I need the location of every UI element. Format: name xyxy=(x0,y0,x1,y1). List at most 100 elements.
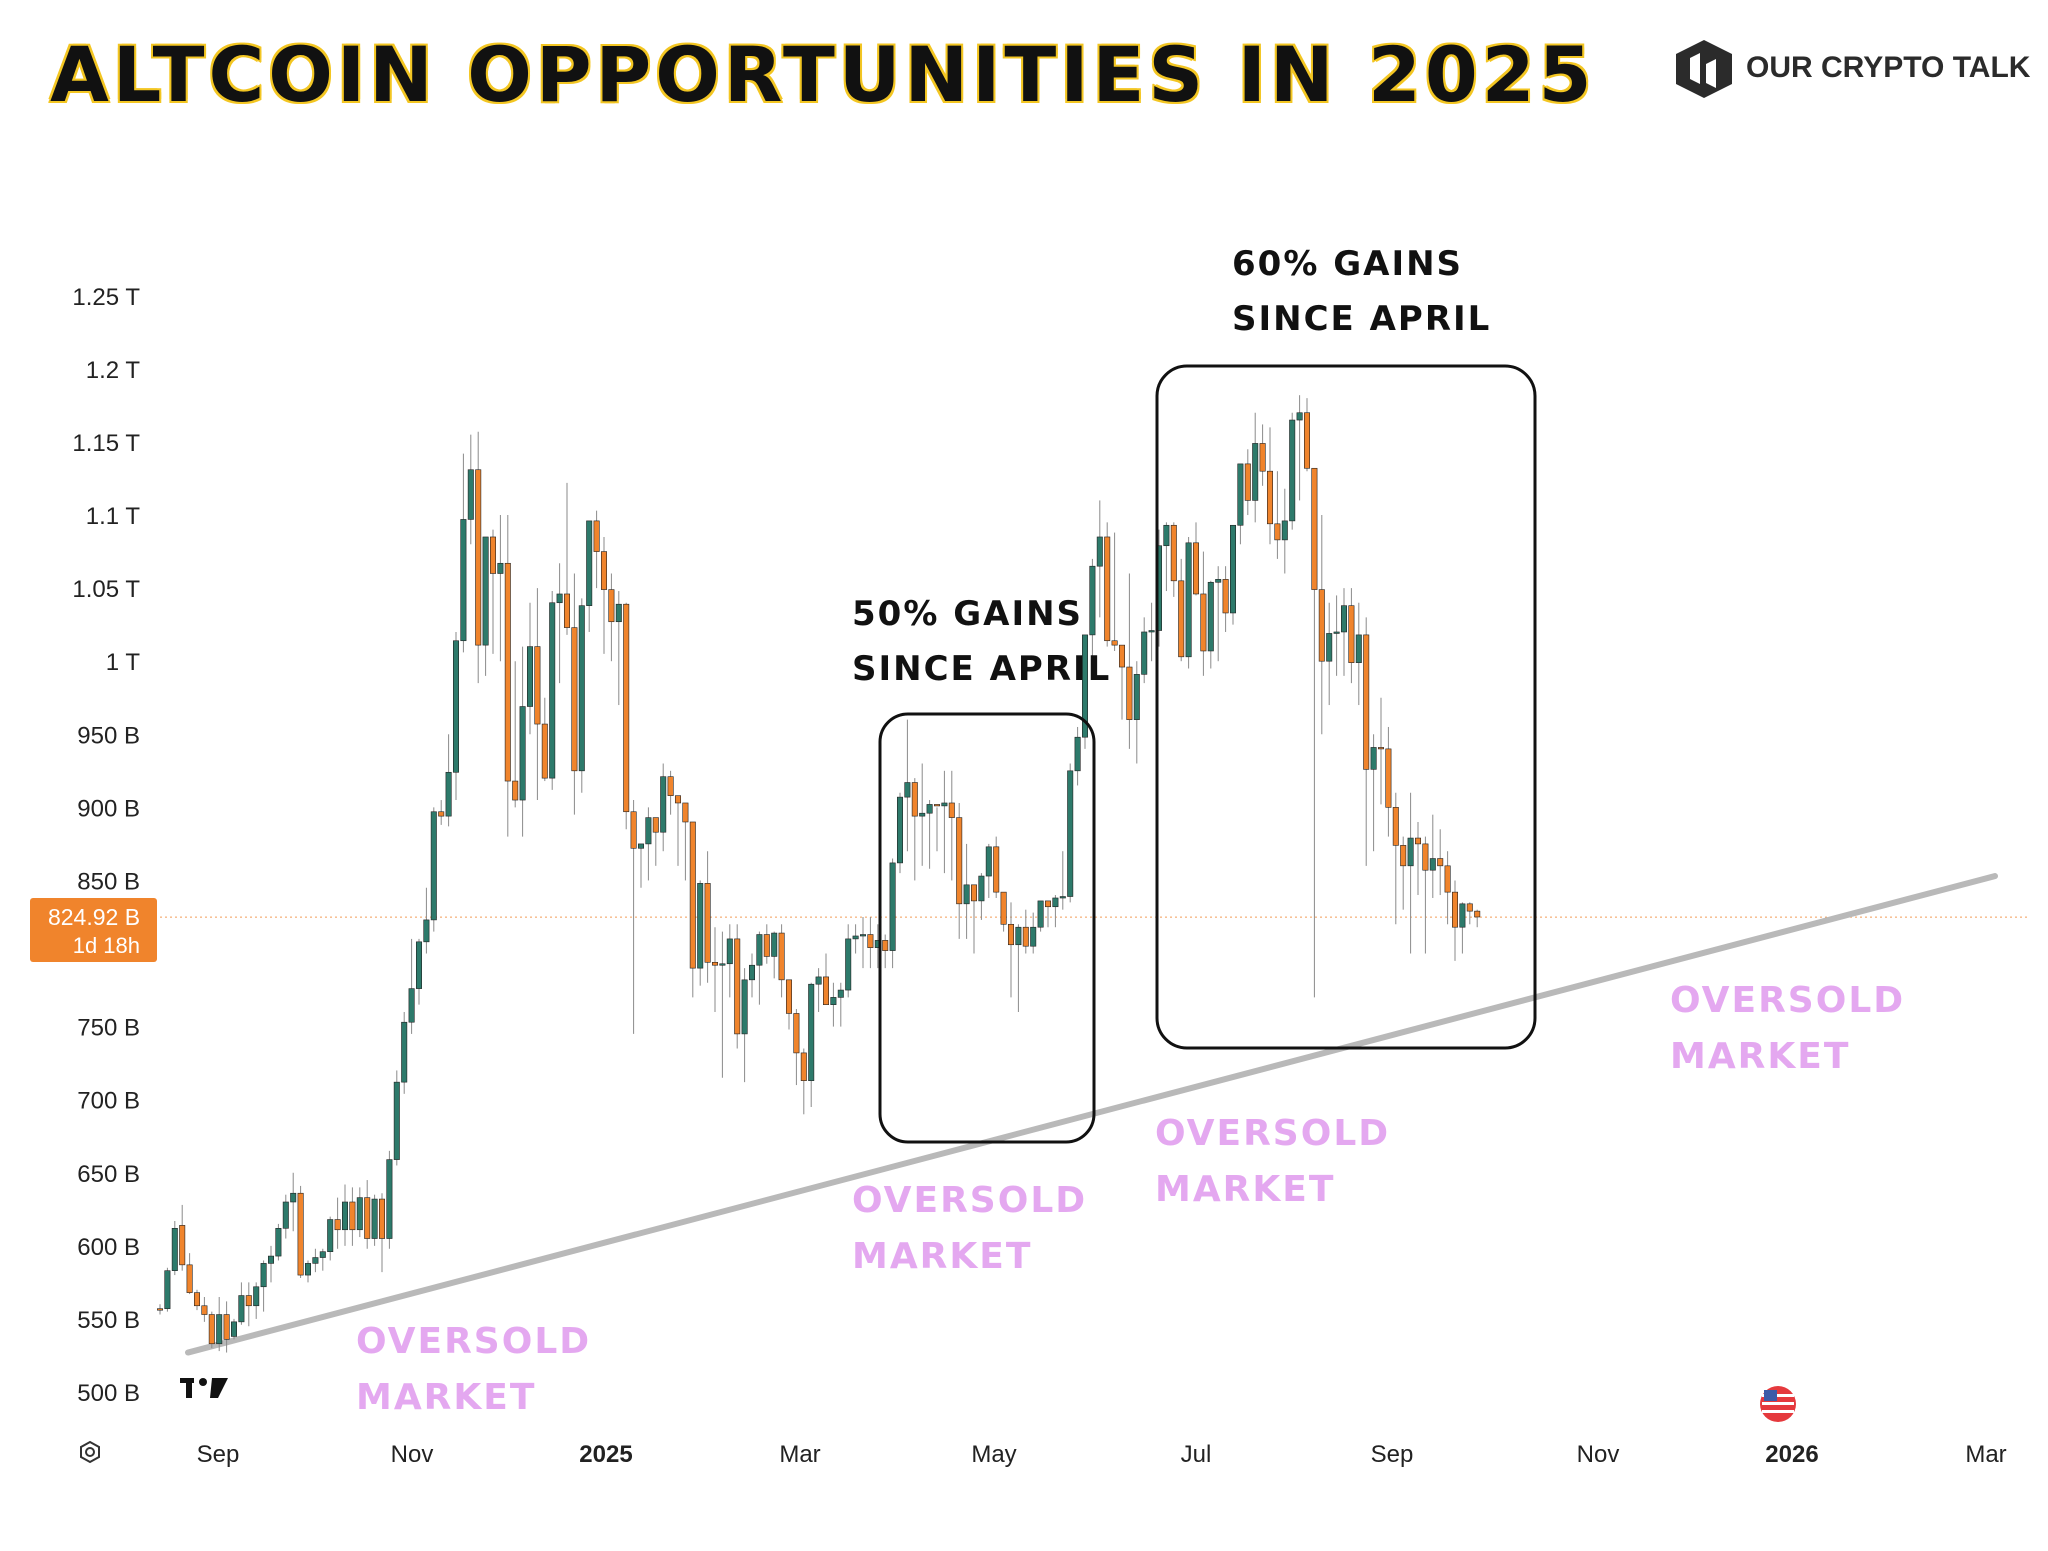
candle-down xyxy=(504,562,511,782)
candle-up xyxy=(1237,463,1244,526)
candle-up xyxy=(845,938,852,991)
candle-up xyxy=(386,1159,393,1239)
candle-down xyxy=(245,1295,252,1307)
candle-up xyxy=(904,782,911,798)
candle-up xyxy=(1407,837,1414,867)
candle-down xyxy=(1000,891,1007,925)
candle-up xyxy=(741,979,748,1035)
candle-up xyxy=(341,1201,348,1231)
candle-up xyxy=(1326,633,1333,662)
us-flag-icon-stripe xyxy=(1762,1410,1794,1413)
candle-down xyxy=(630,811,637,849)
candle-down xyxy=(1178,580,1185,658)
candle-down xyxy=(800,1052,807,1081)
x-tick-label: Jul xyxy=(1181,1441,1212,1468)
oversold-label-3-line1: OVERSOLD xyxy=(1155,1113,1390,1154)
candle-up xyxy=(482,536,489,646)
y-tick-label: 1.05 T xyxy=(72,576,140,603)
settings-icon-center xyxy=(85,1447,95,1457)
candle-up xyxy=(1252,443,1259,501)
candle-down xyxy=(1452,891,1459,928)
annotation-box-2 xyxy=(1155,364,1537,1050)
candle-down xyxy=(970,884,977,902)
x-tick-label: Mar xyxy=(779,1441,820,1468)
candle-down xyxy=(571,627,578,772)
candle-up xyxy=(267,1255,274,1264)
candle-up xyxy=(637,843,644,849)
candle-up xyxy=(1429,858,1436,871)
candle-down xyxy=(1363,634,1370,770)
candle-up xyxy=(1082,634,1089,738)
candle-up xyxy=(756,934,763,966)
candle-down xyxy=(1274,523,1281,541)
candle-up xyxy=(1355,634,1362,663)
candle-down xyxy=(600,551,607,590)
us-flag-icon-stripe xyxy=(1762,1402,1794,1405)
candle-up xyxy=(497,562,504,574)
candle-down xyxy=(475,469,482,646)
candle-up xyxy=(1296,412,1303,421)
candle-up xyxy=(978,875,985,902)
candle-down xyxy=(867,934,874,948)
candle-down xyxy=(157,1308,164,1311)
candle-down xyxy=(711,961,718,966)
candle-down xyxy=(674,795,681,804)
x-tick-label: Mar xyxy=(1965,1441,2006,1468)
us-flag-icon-stripe xyxy=(1762,1394,1794,1397)
candle-down xyxy=(1244,463,1251,501)
candle-up xyxy=(312,1257,319,1264)
candle-down xyxy=(785,979,792,1014)
candle-down xyxy=(682,802,689,823)
candle-down xyxy=(667,776,674,796)
x-tick-label: May xyxy=(971,1441,1016,1468)
candle-down xyxy=(563,593,570,628)
candle-up xyxy=(963,884,970,905)
candle-up xyxy=(1141,631,1148,675)
candle-up xyxy=(171,1228,178,1271)
candle-down xyxy=(652,817,659,833)
candle-up xyxy=(1067,770,1074,897)
candle-down xyxy=(512,780,519,801)
candle-up xyxy=(771,932,778,957)
candle-up xyxy=(1333,631,1340,634)
candle-up xyxy=(1059,896,1066,899)
y-tick-label: 600 B xyxy=(77,1234,140,1261)
candle-down xyxy=(956,817,963,905)
candle-up xyxy=(401,1021,408,1083)
oversold-label-4-line1: OVERSOLD xyxy=(1670,980,1905,1021)
candle-up xyxy=(808,983,815,1081)
candle-up xyxy=(919,812,926,817)
candle-up xyxy=(1163,524,1170,547)
candle-down xyxy=(1415,837,1422,845)
x-tick-label: Sep xyxy=(197,1441,240,1468)
x-tick-label: Nov xyxy=(391,1441,434,1468)
y-tick-label: 1.15 T xyxy=(72,430,140,457)
candle-down xyxy=(822,976,829,1005)
candle-up xyxy=(356,1197,363,1231)
candle-down xyxy=(364,1197,371,1239)
y-tick-label: 950 B xyxy=(77,722,140,749)
candle-down xyxy=(194,1292,201,1307)
candle-up xyxy=(941,802,948,807)
candle-up xyxy=(615,603,622,623)
annotation-gain-2-line2: SINCE APRIL xyxy=(1232,299,1491,339)
candle-down xyxy=(1193,542,1200,595)
y-tick-label: 550 B xyxy=(77,1307,140,1334)
candle-down xyxy=(208,1314,215,1345)
candle-up xyxy=(467,469,474,520)
y-tick-label: 650 B xyxy=(77,1161,140,1188)
annotation-gain-1-line2: SINCE APRIL xyxy=(852,649,1111,689)
oversold-label-1-line1: OVERSOLD xyxy=(356,1321,591,1362)
candle-down xyxy=(1304,412,1311,469)
candle-up xyxy=(748,964,755,981)
candle-down xyxy=(593,520,600,552)
candle-down xyxy=(223,1314,230,1340)
candle-up xyxy=(319,1251,326,1258)
candle-up xyxy=(1037,900,1044,928)
candle-up xyxy=(327,1219,334,1252)
candle-down xyxy=(1022,926,1029,947)
annotation-gain-2-line1: 60% GAINS xyxy=(1232,244,1463,284)
y-tick-label: 750 B xyxy=(77,1015,140,1042)
annotation-gain-1-line1: 50% GAINS xyxy=(852,594,1083,634)
